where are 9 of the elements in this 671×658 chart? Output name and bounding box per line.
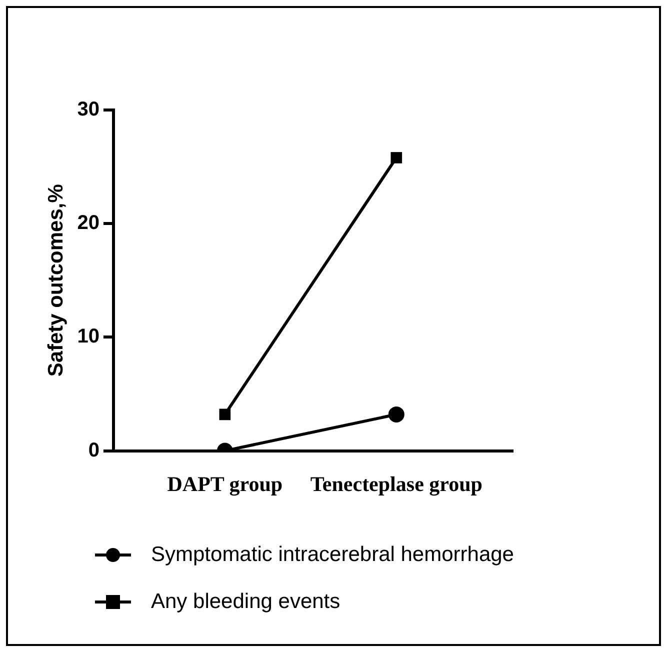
x-tick-label: Tenecteplase group [310,472,482,496]
y-tick-label: 0 [88,439,100,462]
y-tick-label: 10 [77,326,100,348]
legend-label: Symptomatic intracerebral hemorrhage [151,543,514,567]
y-tick-label: 30 [77,98,100,121]
x-tick-label: DAPT group [167,472,283,496]
y-tick-label: 20 [77,212,100,234]
legend-label: Any bleeding events [151,590,340,614]
y-axis-title: Safety outcomes,% [44,184,68,377]
